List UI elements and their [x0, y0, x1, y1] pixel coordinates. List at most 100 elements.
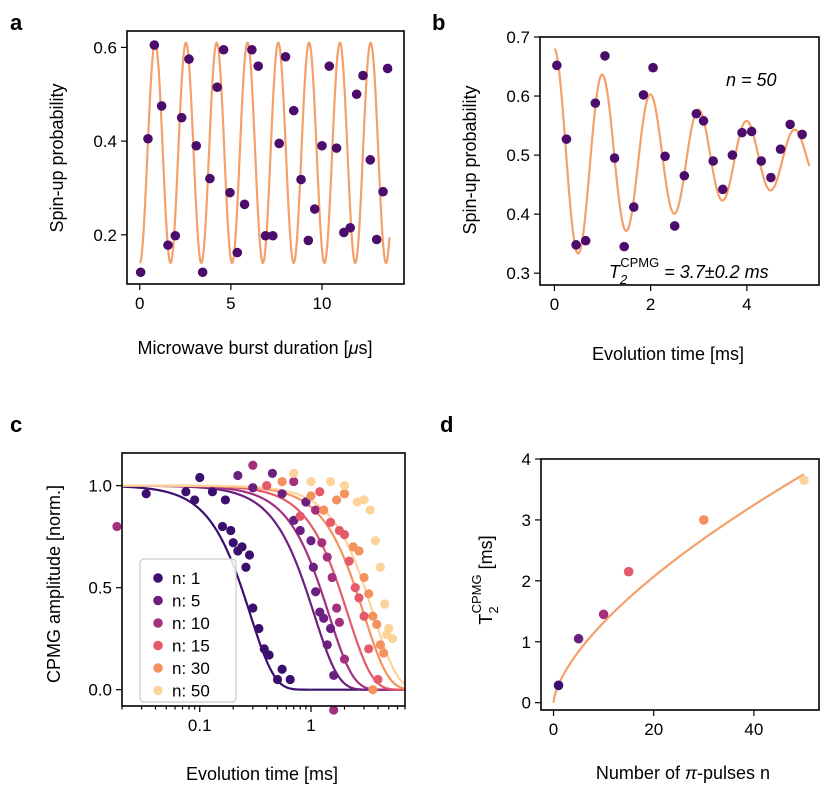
data-point-a [382, 63, 393, 74]
data-point-c [207, 487, 218, 497]
data-point-a [205, 173, 215, 184]
panel-b: 0 2 4 0.3 0.4 0.5 0.6 0.7 n = 50 T2CPMG = 3.7±0… [460, 28, 820, 364]
data-point-c [329, 670, 339, 680]
data-point-c [241, 562, 251, 572]
panel-d: 0 20 40 0 1 2 3 4 Number of π-pulses n T2CPMG [… [469, 450, 820, 783]
y-axis-label-a: Spin-up probability [47, 83, 67, 232]
data-point-c [310, 505, 321, 515]
data-point-a [324, 61, 335, 71]
data-point-c [322, 640, 332, 650]
data-point-c [352, 497, 362, 507]
data-point-b [797, 129, 807, 140]
ticks-a: 0 5 10 0.2 0.4 0.6 [93, 38, 331, 313]
axes-frame-c [121, 452, 406, 707]
data-point-a [143, 133, 153, 144]
legend-label: n: 15 [172, 637, 210, 656]
ticks-b: 0 2 4 0.3 0.4 0.5 0.6 0.7 [506, 28, 751, 314]
ticks-d: 0 20 40 0 1 2 3 4 [522, 450, 764, 739]
x-tick-label-d: 40 [744, 720, 763, 739]
legend-box [139, 558, 237, 703]
panel-c: 0.1 10.00.51.0 n: 1n: 5n: 10n: 15n: 30n: … [44, 452, 406, 784]
data-point-a [184, 54, 194, 64]
data-point-d [799, 475, 809, 486]
data-point-c [308, 562, 318, 572]
data-point-a [274, 138, 284, 149]
data-point-c [339, 654, 350, 664]
y-axis-label-c: CPMG amplitude [norm.] [44, 485, 64, 683]
data-point-a [253, 61, 264, 71]
legend-label: n: 10 [172, 614, 210, 633]
legend-marker [153, 685, 163, 696]
y-tick-label-c: 0.5 [88, 579, 112, 598]
data-point-a [267, 230, 278, 241]
data-point-c [373, 674, 383, 685]
data-point-a [232, 247, 243, 258]
data-point-c [350, 583, 360, 593]
annotation-t2: T2CPMG = 3.7±0.2 ms [609, 255, 769, 287]
data-point-c [289, 476, 299, 487]
y-tick-label-c: 1.0 [88, 477, 112, 496]
data-point-c [306, 491, 316, 501]
data-point-c [339, 489, 350, 499]
data-point-c [339, 481, 350, 491]
data-point-a [239, 199, 250, 210]
fit-curve-d [552, 473, 805, 703]
data-point-c [368, 611, 378, 621]
legend-marker [153, 618, 163, 628]
data-point-c [306, 476, 316, 487]
data-point-b [746, 126, 757, 137]
data-point-c [277, 476, 287, 487]
panel-label-b: b [432, 10, 445, 35]
legend-label: n: 50 [172, 682, 210, 701]
data-point-a [260, 230, 271, 241]
data-point-b [629, 202, 639, 212]
data-point-c [301, 497, 311, 507]
panel-label-c: c [10, 412, 22, 437]
y-tick-label-c: 0.0 [88, 681, 112, 700]
data-point-b [766, 172, 776, 183]
data-point-c [375, 640, 385, 650]
x-tick-label-b: 4 [742, 295, 751, 314]
y-tick-label-d: 3 [522, 511, 531, 530]
data-point-c [295, 525, 305, 536]
data-point-b [708, 156, 718, 166]
data-point-b [660, 151, 670, 162]
y-axis-label-b: Spin-up probability [460, 85, 480, 234]
data-point-a [288, 105, 299, 116]
x-tick-label-a: 10 [313, 294, 332, 313]
x-tick-label-a: 5 [226, 294, 235, 313]
data-point-c [322, 552, 332, 562]
y-tick-label-b: 0.4 [506, 205, 530, 224]
data-point-c [329, 705, 339, 715]
x-tick-label-b: 2 [646, 295, 655, 314]
data-point-a [170, 230, 181, 241]
data-point-a [345, 222, 356, 233]
data-point-c [344, 556, 354, 566]
data-point-b [691, 108, 702, 119]
data-point-b [638, 90, 649, 100]
axes-frame-d [540, 458, 820, 711]
data-point-d [698, 515, 709, 525]
data-point-c [237, 542, 247, 552]
data-point-a [317, 140, 327, 151]
data-point-b [775, 144, 786, 154]
fit-line-a [139, 41, 391, 265]
axes-frame-b [539, 36, 820, 286]
x-axis-label-a: Microwave burst duration [μs] [138, 338, 373, 358]
y-tick-label-a: 0.6 [93, 38, 117, 57]
data-point-c [248, 483, 258, 493]
data-point-c [248, 603, 258, 613]
y-tick-label-d: 0 [522, 694, 531, 713]
data-point-c [226, 525, 236, 536]
data-point-a [309, 204, 320, 214]
data-point-c [325, 623, 336, 634]
data-point-b [590, 98, 601, 108]
axes-frame-a [126, 30, 405, 285]
y-tick-label-b: 0.5 [506, 146, 530, 165]
data-point-b [785, 119, 795, 130]
data-point-b [552, 60, 562, 71]
data-point-c [315, 487, 325, 497]
y-tick-label-b: 0.6 [506, 87, 530, 106]
data-point-c [310, 587, 321, 597]
